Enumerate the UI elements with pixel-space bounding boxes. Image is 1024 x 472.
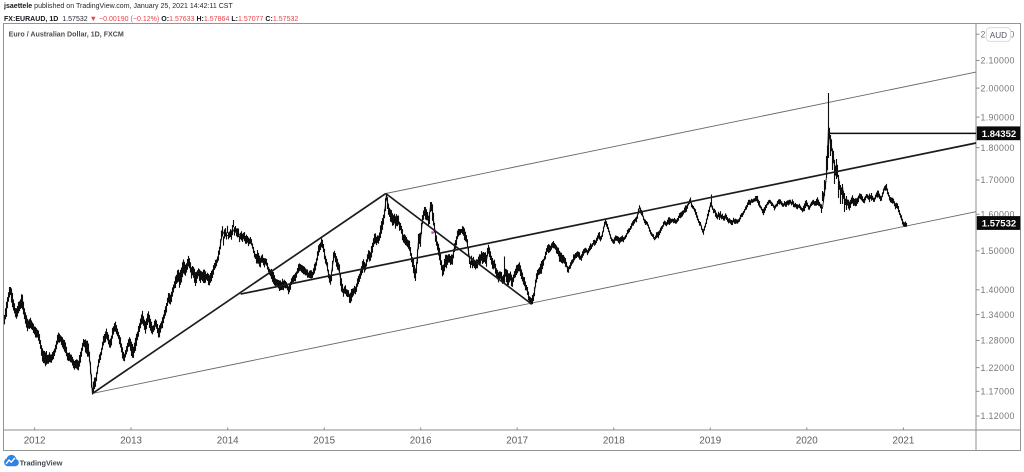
svg-text:2014: 2014 bbox=[217, 436, 239, 447]
svg-text:1.60000: 1.60000 bbox=[981, 210, 1015, 220]
svg-text:1.57532: 1.57532 bbox=[982, 219, 1016, 230]
svg-text:1.80000: 1.80000 bbox=[981, 143, 1015, 153]
svg-text:1.90000: 1.90000 bbox=[981, 112, 1015, 122]
svg-text:2.10000: 2.10000 bbox=[981, 56, 1015, 66]
svg-text:1.50000: 1.50000 bbox=[981, 246, 1015, 256]
svg-text:2021: 2021 bbox=[893, 436, 915, 447]
svg-text:2015: 2015 bbox=[313, 436, 335, 447]
svg-text:2018: 2018 bbox=[603, 436, 625, 447]
svg-text:2019: 2019 bbox=[699, 436, 721, 447]
svg-text:1.40000: 1.40000 bbox=[981, 285, 1015, 295]
svg-text:2020: 2020 bbox=[796, 436, 818, 447]
svg-text:1.28000: 1.28000 bbox=[981, 336, 1015, 346]
svg-text:1.12000: 1.12000 bbox=[981, 411, 1015, 421]
svg-text:TradingView: TradingView bbox=[20, 458, 63, 467]
svg-text:AUD: AUD bbox=[990, 31, 1007, 40]
svg-text:1.34000: 1.34000 bbox=[981, 310, 1015, 320]
svg-text:2016: 2016 bbox=[410, 436, 432, 447]
svg-text:1.17000: 1.17000 bbox=[981, 387, 1015, 397]
svg-text:2017: 2017 bbox=[506, 436, 528, 447]
svg-text:1.70000: 1.70000 bbox=[981, 175, 1015, 185]
svg-text:1.84352: 1.84352 bbox=[982, 129, 1016, 140]
svg-text:Euro / Australian Dollar, 1D,: Euro / Australian Dollar, 1D, FXCM bbox=[9, 31, 124, 39]
svg-text:2.00000: 2.00000 bbox=[981, 83, 1015, 93]
svg-text:1.22000: 1.22000 bbox=[981, 363, 1015, 373]
svg-text:2012: 2012 bbox=[24, 436, 46, 447]
svg-text:2013: 2013 bbox=[120, 436, 142, 447]
